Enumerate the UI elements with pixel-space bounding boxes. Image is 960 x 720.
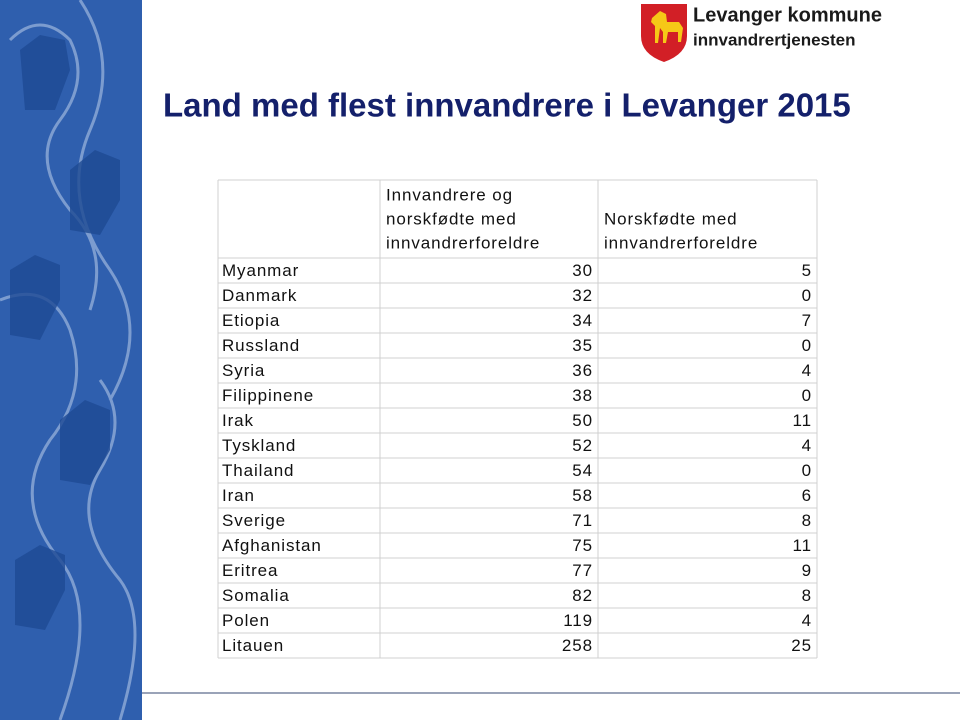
column-header: innvandrerforeldre <box>604 233 758 252</box>
row-label: Irak <box>222 411 254 430</box>
cell-value: 4 <box>802 361 812 380</box>
cell-value: 0 <box>802 336 812 355</box>
row-label: Filippinene <box>222 386 314 405</box>
row-label: Syria <box>222 361 265 380</box>
column-header: norskfødte med <box>386 209 517 228</box>
cell-value: 11 <box>793 536 812 555</box>
org-unit: innvandrertjenesten <box>693 30 856 49</box>
cell-value: 71 <box>572 511 593 530</box>
cell-value: 34 <box>572 311 593 330</box>
table: Innvandrere og norskfødte med innvandrerfo… <box>217 179 818 659</box>
cell-value: 38 <box>572 386 593 405</box>
cell-value: 58 <box>572 486 593 505</box>
cell-value: 4 <box>802 436 812 455</box>
org-name: Levanger kommune <box>693 4 882 26</box>
row-label: Sverige <box>222 511 286 530</box>
slide-title: Land med flest innvandrere i Levanger 20… <box>163 87 851 124</box>
cell-value: 11 <box>793 411 812 430</box>
logo <box>641 4 687 62</box>
cell-value: 32 <box>572 286 593 305</box>
row-label: Afghanistan <box>222 536 322 555</box>
column-header: Innvandrere og <box>386 185 513 204</box>
cell-value: 82 <box>572 586 593 605</box>
column-header: Norskfødte med <box>604 209 738 228</box>
cell-value: 5 <box>802 261 812 280</box>
cell-value: 0 <box>802 461 812 480</box>
cell-value: 54 <box>572 461 593 480</box>
cell-value: 52 <box>572 436 593 455</box>
cell-value: 0 <box>802 286 812 305</box>
cell-value: 50 <box>572 411 593 430</box>
row-label: Eritrea <box>222 561 278 580</box>
row-label: Tyskland <box>222 436 296 455</box>
cell-value: 6 <box>802 486 812 505</box>
cell-value: 119 <box>563 611 593 630</box>
row-label: Myanmar <box>222 261 299 280</box>
row-label: Somalia <box>222 586 290 605</box>
row-label: Litauen <box>222 636 284 655</box>
logo-horse <box>651 11 683 43</box>
cell-value: 258 <box>562 636 593 655</box>
column-header: innvandrerforeldre <box>386 233 540 252</box>
row-label: Polen <box>222 611 270 630</box>
cell-value: 9 <box>802 561 812 580</box>
cell-value: 30 <box>572 261 593 280</box>
cell-value: 8 <box>802 586 812 605</box>
cell-value: 35 <box>572 336 593 355</box>
cell-value: 4 <box>802 611 812 630</box>
row-label: Etiopia <box>222 311 280 330</box>
side-horses <box>10 35 120 630</box>
cell-value: 36 <box>572 361 593 380</box>
row-label: Russland <box>222 336 300 355</box>
cell-value: 77 <box>572 561 593 580</box>
cell-value: 25 <box>791 636 812 655</box>
row-label: Iran <box>222 486 255 505</box>
cell-value: 7 <box>802 311 812 330</box>
row-label: Danmark <box>222 286 297 305</box>
cell-value: 8 <box>802 511 812 530</box>
row-label: Thailand <box>222 461 294 480</box>
cell-value: 75 <box>572 536 593 555</box>
cell-value: 0 <box>802 386 812 405</box>
